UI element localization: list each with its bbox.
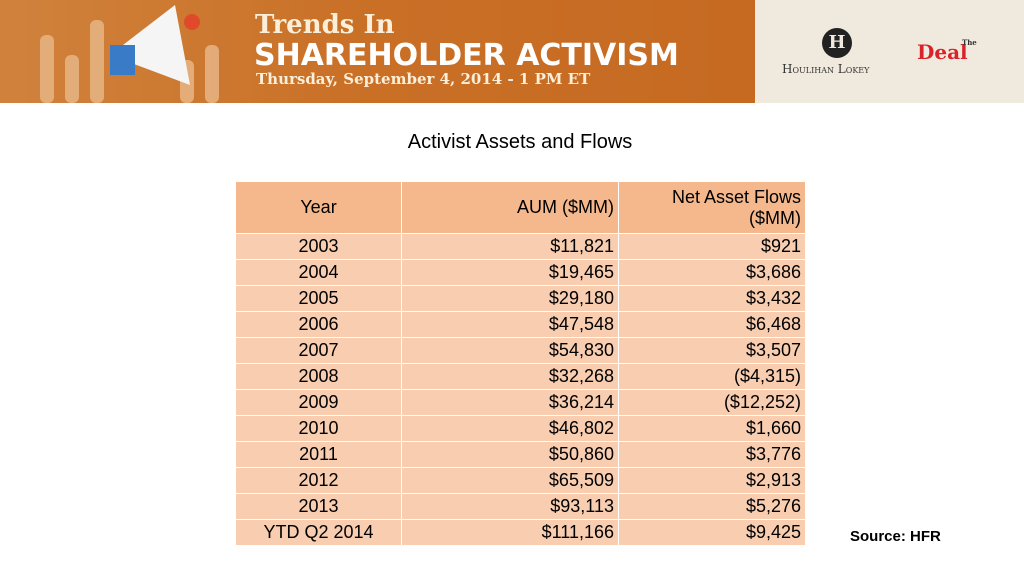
table-cell: $50,860	[401, 441, 619, 468]
slide-title: Activist Assets and Flows	[407, 131, 633, 153]
source-note: Source: HFR	[850, 528, 941, 545]
sponsors	[755, 0, 1024, 103]
table-cell: $3,686	[618, 259, 806, 286]
table-cell: $1,660	[618, 415, 806, 442]
table-row: 2013 $93,113 $5,276	[235, 493, 806, 520]
table-cell: YTD Q2 2014	[235, 519, 402, 546]
table-cell: 2010	[235, 415, 402, 442]
table-row: 2004 $19,465 $3,686	[235, 259, 806, 286]
table-cell: 2003	[235, 233, 402, 260]
table-row: 2010 $46,802 $1,660	[235, 415, 806, 442]
table-cell: $3,432	[618, 285, 806, 312]
table-body: 2003 $11,821 $921 2004 $19,465 $3,686 2005 $29,…	[235, 233, 806, 546]
banner: Trends In SHAREHOLDER ACTIVISM Thursday,…	[0, 0, 755, 103]
table-cell: $111,166	[401, 519, 619, 546]
table-cell: 2013	[235, 493, 402, 520]
data-table: Year AUM ($MM) Net Asset Flows ($MM) 2003 $1…	[235, 181, 806, 546]
table-cell: ($12,252)	[618, 389, 806, 416]
table-row: 2012 $65,509 $2,913	[235, 467, 806, 494]
table-cell: $9,425	[618, 519, 806, 546]
banner-line: Trends In	[255, 10, 395, 40]
table-cell: $921	[618, 233, 806, 260]
table-cell: 2009	[235, 389, 402, 416]
column-header: Year	[235, 181, 402, 234]
table-cell: 2007	[235, 337, 402, 364]
table-cell: 2005	[235, 285, 402, 312]
table-cell: $65,509	[401, 467, 619, 494]
table-cell: $6,468	[618, 311, 806, 338]
table-cell: $3,776	[618, 441, 806, 468]
header-row: Year AUM ($MM) Net Asset Flows ($MM)	[235, 181, 806, 234]
logo-text: Deal	[917, 40, 968, 64]
table-cell: $46,802	[401, 415, 619, 442]
table-cell: 2011	[235, 441, 402, 468]
table-cell: $29,180	[401, 285, 619, 312]
table-cell: 2008	[235, 363, 402, 390]
table-cell: $5,276	[618, 493, 806, 520]
table-cell: ($4,315)	[618, 363, 806, 390]
logo-text: The	[962, 38, 977, 47]
column-header: Net Asset Flows ($MM)	[618, 181, 806, 234]
table-row: 2011 $50,860 $3,776	[235, 441, 806, 468]
table-row: 2005 $29,180 $3,432	[235, 285, 806, 312]
column-header: AUM ($MM)	[401, 181, 619, 234]
table-cell: $32,268	[401, 363, 619, 390]
table-row: 2007 $54,830 $3,507	[235, 337, 806, 364]
logo-mark: H	[822, 28, 852, 58]
table-cell: $2,913	[618, 467, 806, 494]
table-cell: $47,548	[401, 311, 619, 338]
table-row: YTD Q2 2014 $111,166 $9,425	[235, 519, 806, 546]
table-cell: $93,113	[401, 493, 619, 520]
table-cell: $36,214	[401, 389, 619, 416]
table-cell: $54,830	[401, 337, 619, 364]
table-cell: 2012	[235, 467, 402, 494]
table-row: 2009 $36,214 ($12,252)	[235, 389, 806, 416]
table-cell: $11,821	[401, 233, 619, 260]
table-row: 2003 $11,821 $921	[235, 233, 806, 260]
banner-headline: SHAREHOLDER ACTIVISM	[254, 38, 679, 73]
banner-art	[40, 5, 219, 103]
table-cell: 2004	[235, 259, 402, 286]
table-cell: $3,507	[618, 337, 806, 364]
table-row: 2006 $47,548 $6,468	[235, 311, 806, 338]
banner-date: Thursday, September 4, 2014 - 1 PM ET	[256, 70, 591, 88]
table-cell: 2006	[235, 311, 402, 338]
logo-text: Houlihan Lokey	[782, 62, 870, 76]
table-cell: $19,465	[401, 259, 619, 286]
table-row: 2008 $32,268 ($4,315)	[235, 363, 806, 390]
